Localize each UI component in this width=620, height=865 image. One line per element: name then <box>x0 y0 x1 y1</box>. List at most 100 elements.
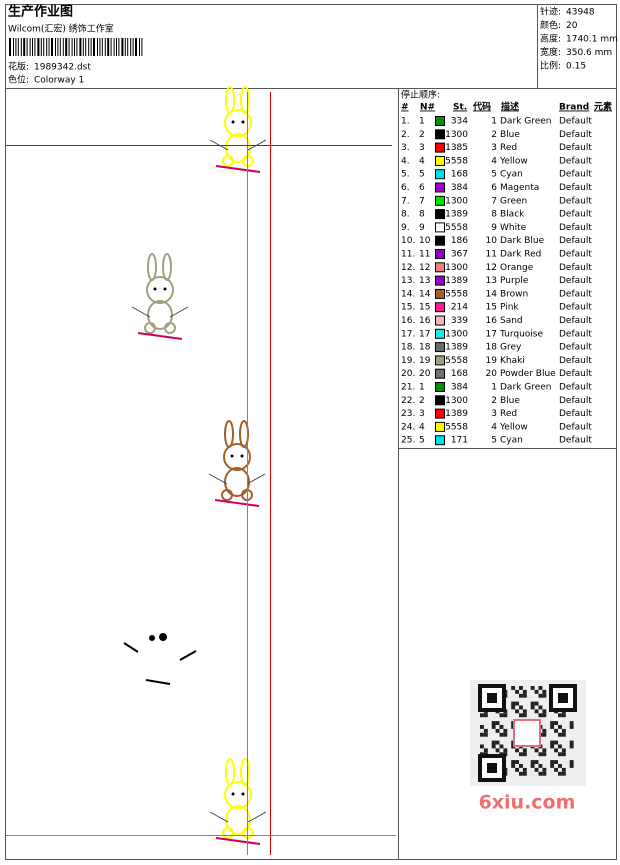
qr-cell <box>558 732 562 737</box>
head <box>224 109 252 137</box>
bar <box>82 38 84 56</box>
head <box>146 276 174 304</box>
qr-cell <box>495 740 500 745</box>
bar <box>68 38 70 56</box>
bar <box>34 38 36 56</box>
column-header: 代码 <box>472 101 491 113</box>
eye <box>231 792 235 796</box>
bar <box>118 38 120 56</box>
stitches: 384 <box>451 183 468 193</box>
qr-cell <box>534 767 539 772</box>
qr-cell <box>542 709 547 714</box>
bunny <box>209 86 267 173</box>
qr-cell <box>561 728 566 733</box>
needle: 19 <box>419 356 431 366</box>
qr-cell <box>515 709 519 714</box>
design-label: 花版: <box>8 61 29 73</box>
qr-cell <box>550 760 555 764</box>
row-index: 25. <box>401 436 415 446</box>
bunny <box>208 420 266 507</box>
qr-cell <box>519 771 523 776</box>
brand: Default <box>559 356 592 366</box>
description: Yellow <box>499 422 528 432</box>
bar <box>124 38 126 56</box>
bar <box>90 38 92 56</box>
eye <box>230 454 234 458</box>
code: 4 <box>491 422 497 432</box>
bar <box>141 38 143 56</box>
bar <box>116 38 117 56</box>
color-swatch <box>435 408 445 419</box>
qr-cell <box>542 748 547 753</box>
needle: 5 <box>419 436 425 446</box>
row-index: 15. <box>401 303 415 313</box>
qr-cell <box>503 732 508 737</box>
eye <box>231 120 235 124</box>
needle: 14 <box>419 289 431 299</box>
stitches: 1389 <box>445 276 468 286</box>
eye <box>163 287 167 291</box>
qr-cell <box>554 767 558 772</box>
brand: Default <box>559 156 592 166</box>
brand: Default <box>559 210 592 220</box>
bar <box>74 38 75 56</box>
qr-cell <box>542 771 547 776</box>
code: 14 <box>486 289 498 299</box>
code: 5 <box>491 170 497 180</box>
brand: Default <box>559 343 592 353</box>
qr-cell <box>495 748 500 753</box>
description: Dark Blue <box>500 236 545 246</box>
stitches: 5558 <box>445 289 468 299</box>
code: 3 <box>491 409 497 419</box>
border <box>5 4 617 860</box>
qr-cell <box>561 713 566 718</box>
description: Black <box>500 210 525 220</box>
description: Red <box>500 409 517 419</box>
needle: 1 <box>419 383 425 393</box>
stat-value: 20 <box>566 21 578 31</box>
stitches: 1385 <box>445 143 468 153</box>
stitches: 1300 <box>445 396 468 406</box>
needle: 11 <box>419 250 430 260</box>
qr-cell <box>538 764 543 768</box>
stitches: 384 <box>451 383 468 393</box>
bar <box>46 38 48 56</box>
row-index: 12. <box>401 263 415 273</box>
needle: 2 <box>419 130 425 140</box>
code: 1 <box>491 117 497 127</box>
color-swatch <box>435 275 445 286</box>
qr-cell <box>530 686 535 690</box>
stat-label: 宽度: <box>540 46 561 58</box>
color-swatch <box>435 288 445 299</box>
row-index: 2. <box>401 130 410 140</box>
qr-cell <box>519 693 523 698</box>
row-index: 22. <box>401 396 415 406</box>
needle: 4 <box>419 156 425 166</box>
color-swatch <box>435 368 445 379</box>
stitches: 339 <box>451 316 468 326</box>
description: Cyan <box>500 170 523 180</box>
qr-cell <box>542 767 547 772</box>
watermark: 6xiu.com <box>479 792 576 814</box>
color-swatch <box>435 249 445 259</box>
qr-cell <box>554 728 558 733</box>
ski <box>145 679 171 685</box>
qr-cell <box>530 705 535 710</box>
description: Powder Blue <box>500 369 556 379</box>
brand: Default <box>559 263 592 273</box>
qr-cell <box>511 760 516 764</box>
row-index: 20. <box>401 369 415 379</box>
bar <box>113 38 115 56</box>
brand: Default <box>559 196 592 206</box>
color-swatch <box>435 435 445 446</box>
description: Blue <box>500 130 520 140</box>
stitches: 1389 <box>445 343 468 353</box>
bar <box>26 38 28 56</box>
column-header: # <box>401 103 409 113</box>
pole <box>208 473 228 485</box>
row-index: 18. <box>401 343 415 353</box>
bar <box>110 38 112 56</box>
stitches: 168 <box>451 369 468 379</box>
title: 生产作业图 <box>8 4 73 20</box>
qr-cell <box>530 701 535 706</box>
